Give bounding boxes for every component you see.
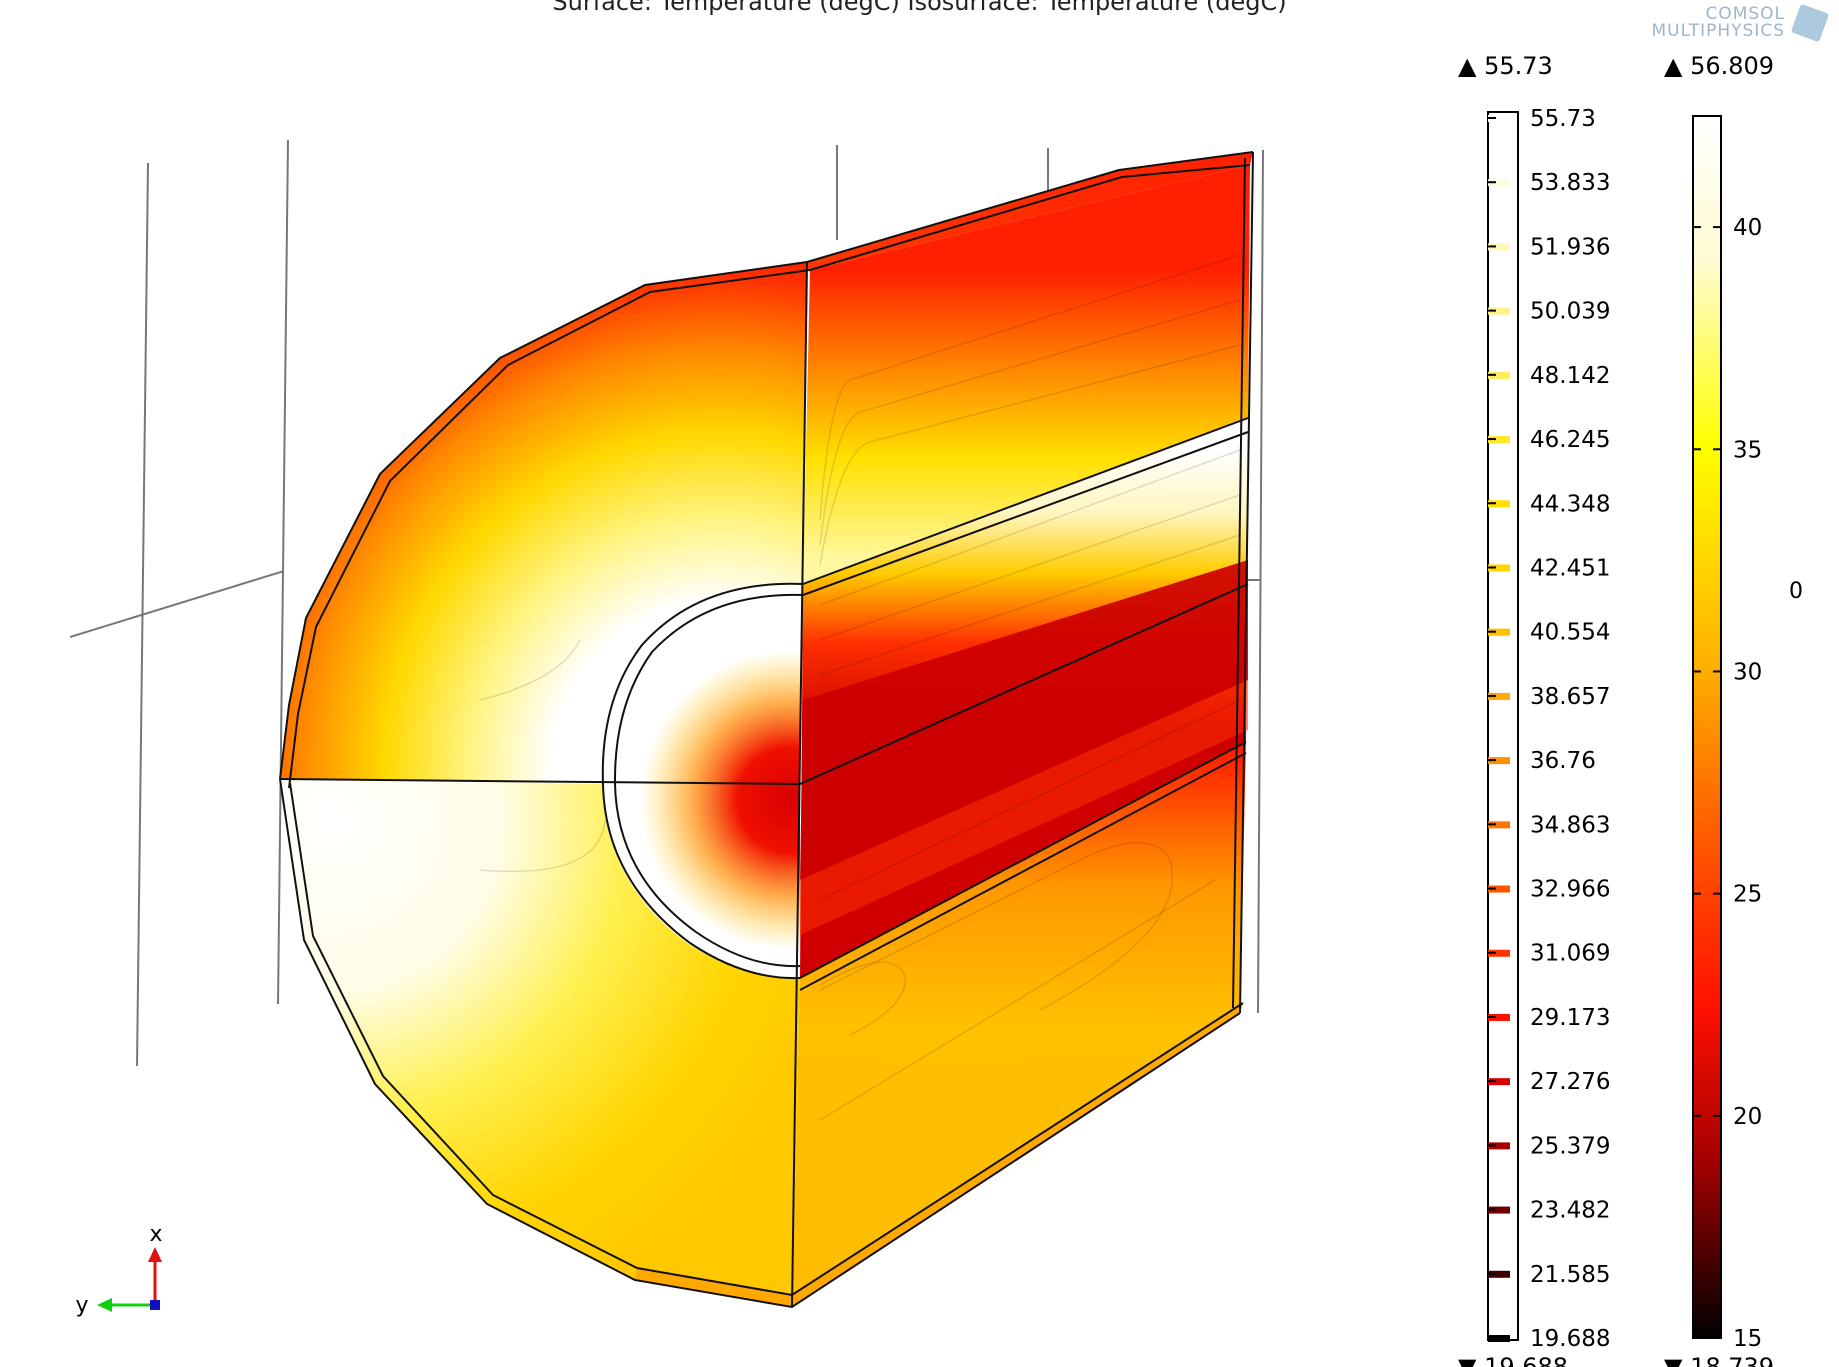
iso-level-label: 36.76 (1530, 748, 1596, 774)
iso-legend-levels: 55.73 53.833 51.936 50.039 48.142 46.245 44.34… (1488, 106, 1610, 1352)
iso-level-swatch (1488, 564, 1510, 572)
surface-tick-label: 35 (1733, 437, 1762, 463)
iso-level-swatch (1488, 1270, 1510, 1278)
iso-max-marker: ▲ 55.73 (1458, 52, 1553, 80)
iso-level-swatch (1488, 1335, 1510, 1342)
bounding-box-grid (69, 139, 1264, 1067)
surface-side-label: 0 (1789, 579, 1803, 604)
iso-level-swatch (1488, 1142, 1510, 1150)
surface-tick-label: 30 (1733, 659, 1762, 685)
surface-tick-label: 20 (1733, 1104, 1762, 1130)
iso-level-swatch (1488, 949, 1510, 957)
iso-level-label: 23.482 (1530, 1198, 1610, 1224)
iso-level-swatch (1488, 1206, 1510, 1214)
surface-colorbar (1692, 115, 1722, 1339)
triad-z-axis (150, 1300, 160, 1310)
iso-level-label: 27.276 (1530, 1069, 1610, 1095)
surface-max-marker: ▲ 56.809 (1664, 52, 1774, 80)
iso-level-label: 31.069 (1530, 941, 1610, 967)
iso-level-label: 44.348 (1530, 491, 1610, 517)
axes-triad: x y (75, 1222, 162, 1318)
logo-line-2: MULTIPHYSICS (1651, 21, 1785, 41)
iso-level-label: 25.379 (1530, 1133, 1610, 1159)
geometry-edges (279, 151, 1254, 1309)
iso-level-swatch (1488, 757, 1510, 765)
iso-level-label: 53.833 (1530, 170, 1610, 196)
iso-level-label: 48.142 (1530, 363, 1610, 389)
iso-level-label: 55.73 (1530, 106, 1596, 132)
surface-legend-ticks: 40 35 30 25 20 15 (1693, 215, 1762, 1352)
triad-x-arrow (148, 1247, 162, 1262)
triad-y-arrow (97, 1298, 112, 1312)
iso-level-swatch (1488, 1078, 1510, 1086)
surface-legend: ▲ 56.809 ▼ 18.739 40 35 30 25 20 15 0 (1664, 52, 1803, 1367)
iso-level-label: 21.585 (1530, 1262, 1610, 1288)
hot-core (611, 600, 800, 950)
triad-y-label: y (75, 1293, 88, 1318)
isotherm-lines (479, 254, 1241, 1121)
iso-level-swatch (1488, 692, 1510, 700)
iso-level-label: 46.245 (1530, 427, 1610, 453)
iso-level-label: 34.863 (1530, 812, 1610, 838)
top-face (645, 152, 1253, 285)
iso-level-label: 19.688 (1530, 1326, 1610, 1352)
iso-level-label: 32.966 (1530, 877, 1610, 903)
lower-front-face (280, 779, 800, 1307)
iso-level-swatch (1488, 243, 1510, 251)
iso-level-swatch (1488, 307, 1510, 315)
iso-level-swatch (1488, 885, 1510, 893)
iso-level-swatch (1488, 1013, 1510, 1021)
right-upper-face (803, 165, 1250, 584)
iso-level-label: 50.039 (1530, 299, 1610, 325)
iso-level-swatch (1488, 628, 1510, 636)
isosurface-legend: ▲ 55.73 ▼ 19.688 55.73 53.833 51.936 50.039… (1458, 52, 1610, 1367)
logo-line-1: COMSOL (1705, 4, 1785, 24)
iso-level-label: 51.936 (1530, 234, 1610, 260)
upper-front-face (280, 262, 807, 784)
iso-level-label: 42.451 (1530, 555, 1610, 581)
surface-min-marker: ▼ 18.739 (1664, 1353, 1774, 1367)
iso-level-label: 40.554 (1530, 620, 1610, 646)
triad-x-label: x (149, 1222, 162, 1247)
temperature-body (279, 151, 1254, 1309)
iso-level-swatch (1488, 179, 1510, 187)
plot-title: Surface: Temperature (degC) Isosurface: … (552, 0, 1287, 16)
surface-tick-label: 15 (1733, 1326, 1762, 1352)
right-lower-face (792, 742, 1246, 1307)
iso-legend-frame (1487, 111, 1519, 1341)
iso-level-label: 38.657 (1530, 684, 1610, 710)
iso-level-swatch (1488, 821, 1510, 829)
hot-band (800, 560, 1248, 880)
iso-level-swatch (1488, 371, 1510, 379)
iso-level-swatch (1488, 115, 1510, 122)
iso-level-label: 29.173 (1530, 1005, 1610, 1031)
comsol-logo: COMSOL MULTIPHYSICS (1651, 3, 1830, 43)
iso-min-marker: ▼ 19.688 (1458, 1353, 1568, 1367)
surface-tick-label: 40 (1733, 215, 1762, 241)
iso-level-swatch (1488, 500, 1510, 508)
hot-band-edge (800, 680, 1248, 935)
iso-level-swatch (1488, 436, 1510, 444)
surface-tick-label: 25 (1733, 882, 1762, 908)
